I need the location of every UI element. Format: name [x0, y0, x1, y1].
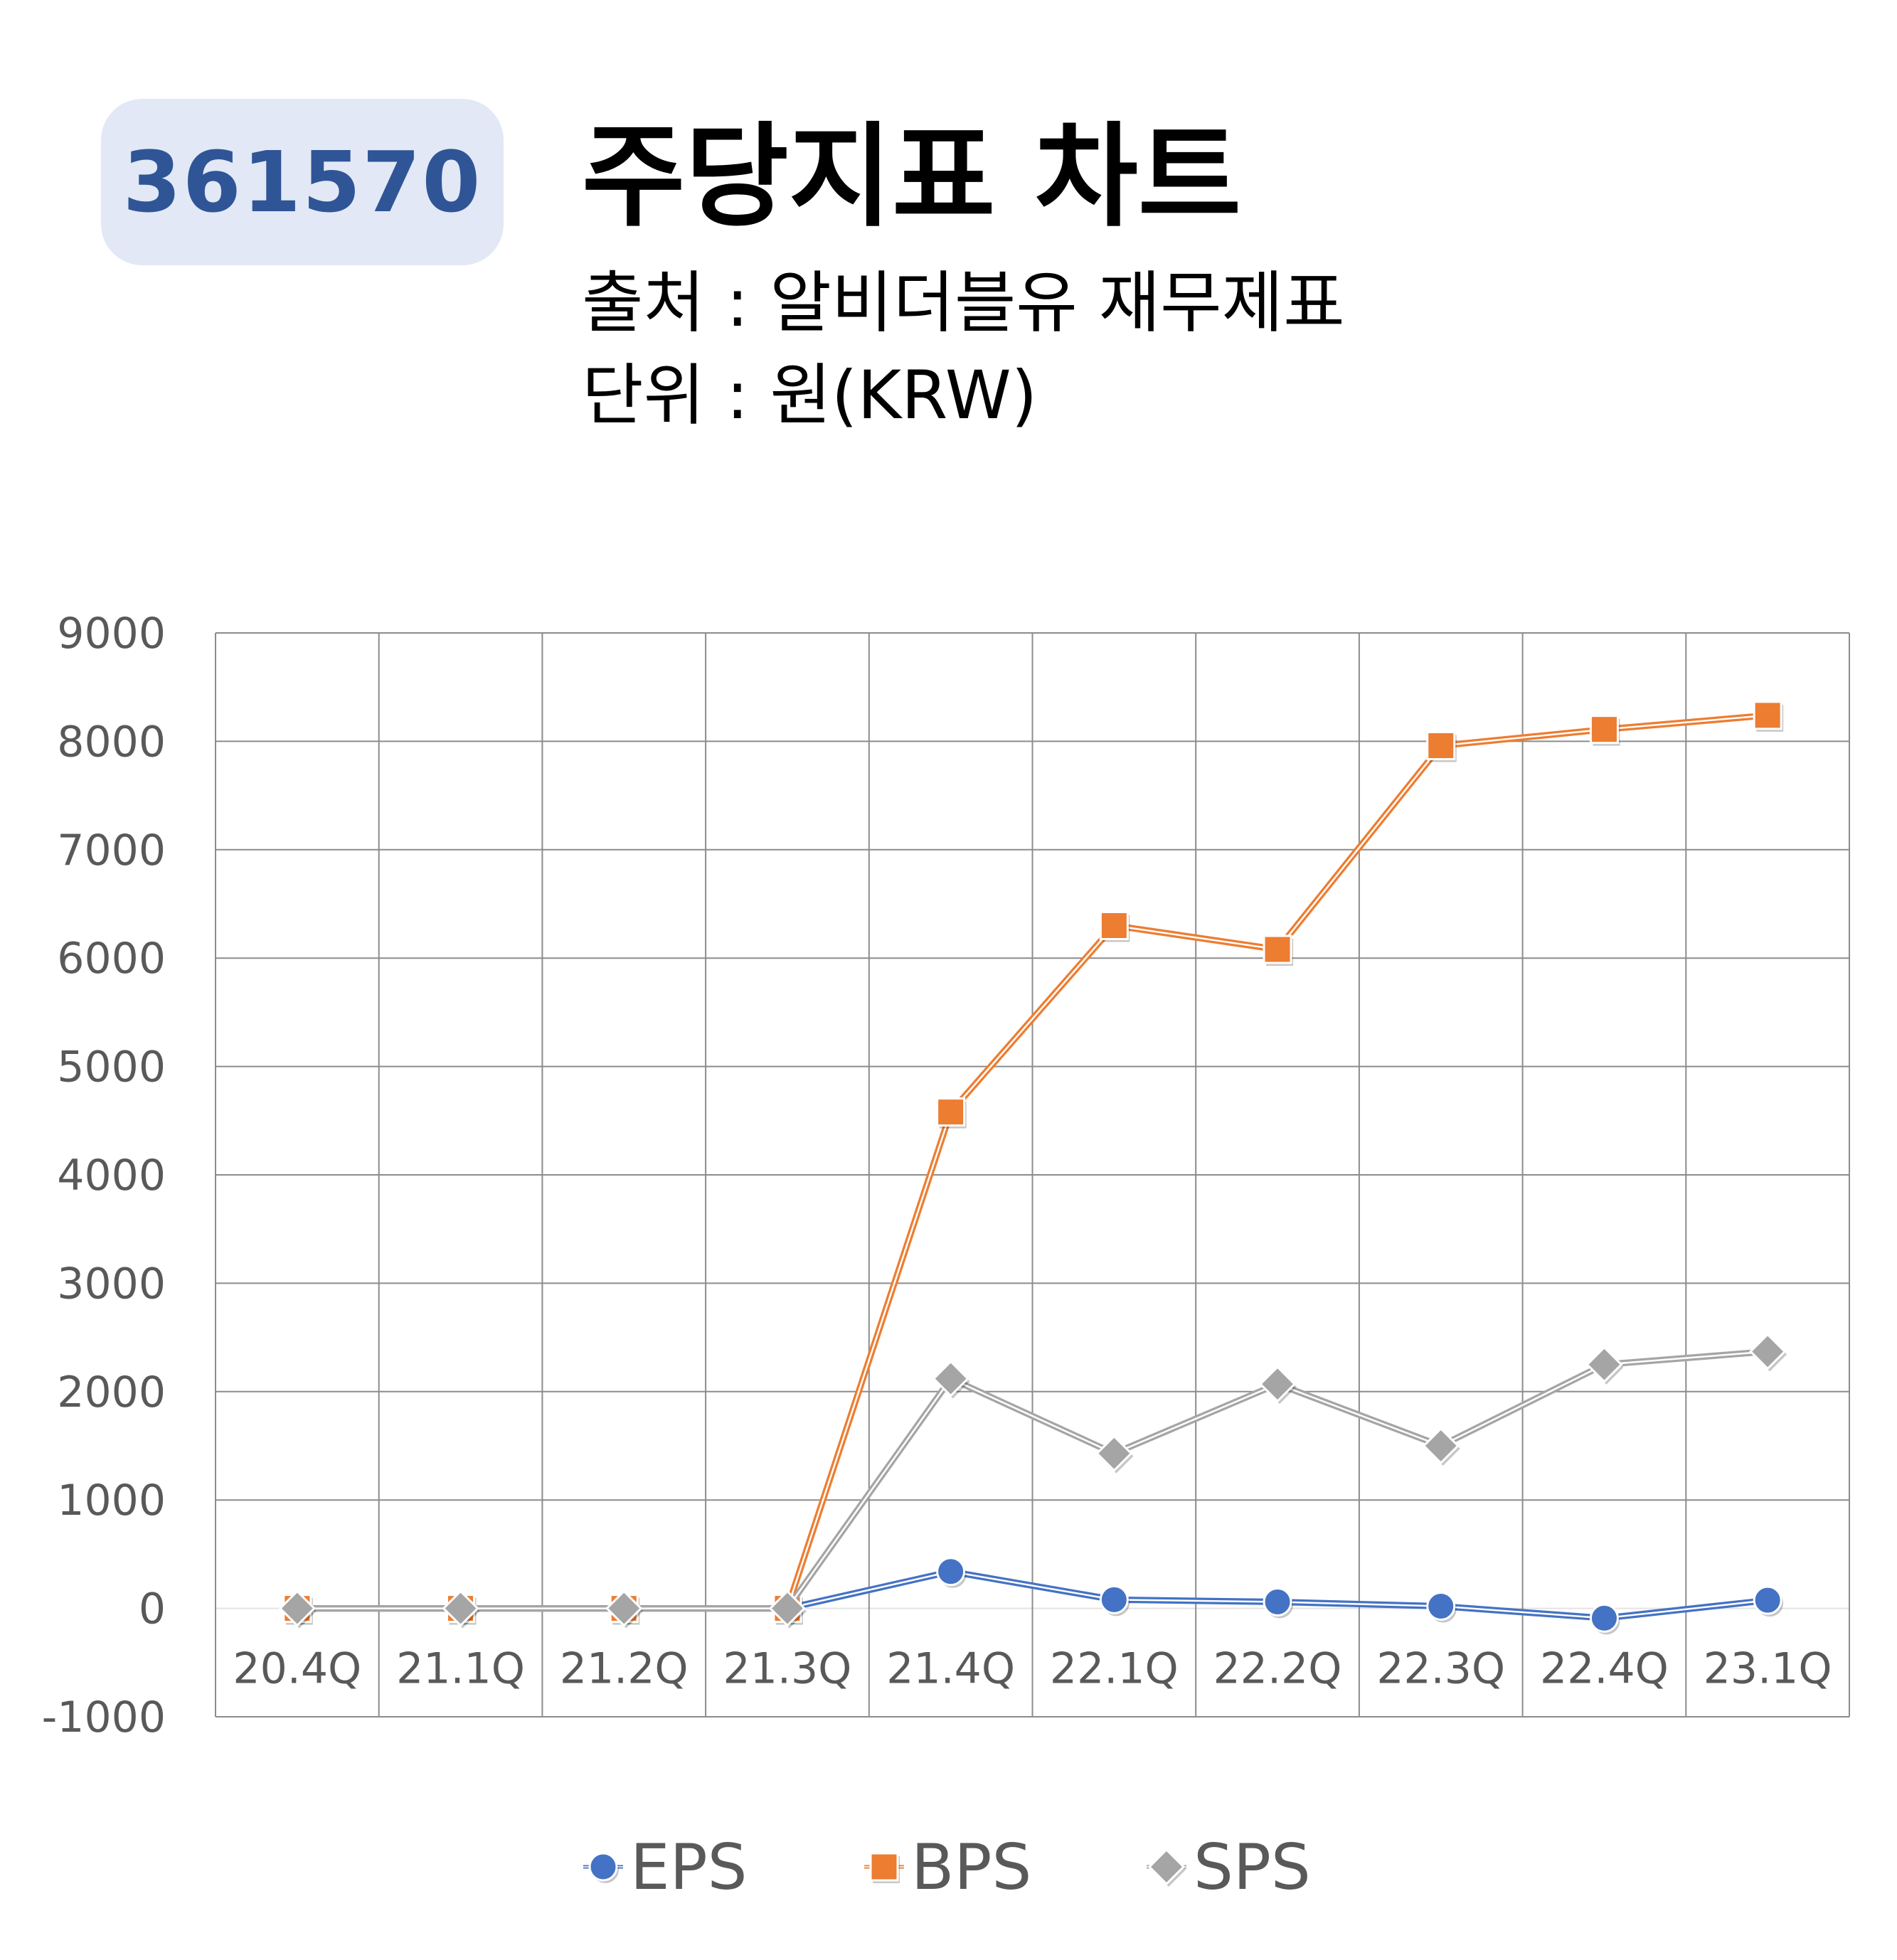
bps-point [936, 1097, 966, 1127]
legend-item-bps: BPS [864, 1831, 1031, 1904]
sps-point [442, 1589, 479, 1627]
x-tick-label: 23.1Q [1704, 1644, 1832, 1694]
series-bps [282, 701, 1784, 1625]
series-sps [278, 1333, 1787, 1629]
eps-point [1263, 1587, 1292, 1617]
eps-point [1099, 1584, 1129, 1614]
y-tick-label: 6000 [57, 934, 166, 984]
sps-point [1585, 1346, 1623, 1383]
sps-point [768, 1589, 807, 1627]
x-tick-label: 21.1Q [396, 1644, 525, 1694]
sps-point [932, 1360, 969, 1397]
x-tick-label: 22.2Q [1213, 1644, 1342, 1694]
x-tick-label: 21.2Q [560, 1644, 689, 1694]
chart-legend: EPS BPS SPS [583, 1831, 1311, 1904]
legend-label-eps: EPS [630, 1831, 748, 1904]
eps-point [1426, 1592, 1456, 1621]
legend-item-sps: SPS [1147, 1831, 1311, 1904]
y-tick-label: 5000 [57, 1043, 166, 1092]
y-tick-label: 3000 [57, 1259, 166, 1309]
legend-item-eps: EPS [583, 1831, 748, 1904]
legend-label-bps: BPS [911, 1831, 1031, 1904]
ticker-badge: 361570 [101, 99, 504, 265]
sps-point [1095, 1434, 1133, 1472]
eps-point [1589, 1603, 1619, 1633]
sps-point [278, 1589, 316, 1627]
y-tick-label: 0 [139, 1584, 166, 1634]
x-tick-label: 22.4Q [1540, 1644, 1669, 1694]
series-eps [282, 1557, 1784, 1635]
sps-line-inner [297, 1351, 1768, 1609]
bps-point [1589, 715, 1619, 745]
legend-marker-bps [869, 1852, 899, 1882]
sps-point [1422, 1427, 1460, 1465]
y-tick-label: 4000 [57, 1151, 166, 1200]
eps-point [936, 1557, 966, 1587]
bps-point [1099, 910, 1129, 940]
bps-point [1426, 730, 1456, 760]
x-tick-label: 21.3Q [723, 1644, 852, 1694]
unit-subtitle: 단위 : 원(KRW) [582, 357, 1038, 435]
axis-labels: -1000 0 1000 2000 3000 4000 5000 6000 7000 8000 90… [42, 609, 1832, 1742]
y-tick-label: -1000 [42, 1693, 166, 1742]
legend-marker-eps [588, 1852, 618, 1882]
y-tick-label: 7000 [57, 826, 166, 875]
legend-label-sps: SPS [1194, 1831, 1311, 1904]
legend-marker-sps [1147, 1848, 1186, 1886]
x-tick-label: 22.3Q [1376, 1644, 1505, 1694]
y-tick-label: 8000 [57, 717, 166, 767]
sps-point [1749, 1333, 1787, 1370]
y-tick-label: 2000 [57, 1368, 166, 1417]
source-subtitle: 출처 : 알비더블유 재무제표 [582, 265, 1345, 342]
eps-point [1753, 1585, 1782, 1615]
chart-grid [215, 632, 1850, 1717]
y-tick-label: 1000 [57, 1476, 166, 1525]
y-tick-label: 9000 [57, 609, 166, 659]
bps-point [1753, 701, 1782, 730]
x-tick-label: 22.1Q [1050, 1644, 1179, 1694]
series-layer [278, 701, 1787, 1635]
bps-point [1263, 934, 1292, 964]
page-title: 주당지표 차트 [582, 112, 1242, 243]
x-tick-label: 20.4Q [233, 1644, 361, 1694]
sps-point [605, 1589, 643, 1627]
sps-point [1258, 1365, 1297, 1403]
x-tick-label: 21.4Q [886, 1644, 1015, 1694]
